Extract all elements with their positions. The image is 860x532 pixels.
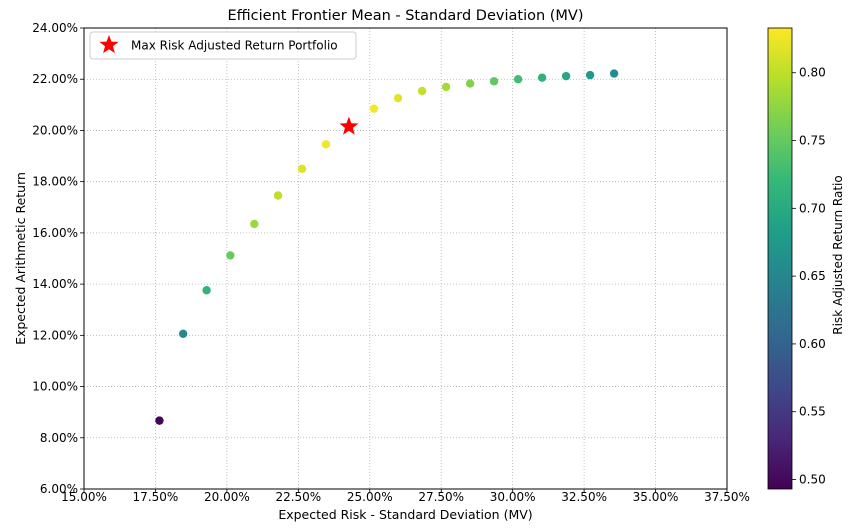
- legend-box: [89, 31, 357, 60]
- x-tick-label: 30.00%: [490, 490, 536, 504]
- frontier-point: [321, 140, 331, 149]
- y-tick-label: 12.00%: [32, 328, 78, 342]
- frontier-point: [178, 329, 188, 338]
- frontier-point: [537, 73, 547, 82]
- frontier-point: [273, 191, 283, 200]
- legend: Max Risk Adjusted Return Portfolio: [89, 31, 357, 60]
- colorbar: 0.50 0.55 0.60 0.65 0.70 0.75 0.80 Risk Adjust…: [767, 27, 845, 490]
- colorbar-gradient: [767, 27, 793, 490]
- frontier-point: [513, 75, 523, 84]
- y-tick-label: 24.00%: [32, 21, 78, 35]
- frontier-point: [609, 69, 619, 78]
- frontier-point: [465, 79, 475, 88]
- colorbar-tick-label: 0.50: [799, 473, 826, 487]
- grid-layer: [84, 28, 727, 489]
- legend-star-marker: [99, 35, 119, 54]
- x-tick-label: 27.50%: [418, 490, 464, 504]
- y-tick-label: 20.00%: [32, 123, 78, 137]
- x-tick-label: 32.50%: [561, 490, 607, 504]
- ticks-layer: 15.00% 17.50% 20.00% 22.50% 25.00% 27.50% 30.0…: [32, 21, 750, 504]
- y-axis-title: Expected Arithmetic Return: [13, 172, 28, 345]
- max-risk-adjusted-portfolio-star: [339, 116, 359, 135]
- y-tick-label: 22.00%: [32, 72, 78, 86]
- frontier-point: [226, 251, 235, 260]
- points-layer: [155, 69, 619, 425]
- colorbar-tick-label: 0.70: [799, 201, 826, 215]
- colorbar-tick-label: 0.75: [799, 134, 826, 148]
- y-tick-label: 8.00%: [40, 431, 78, 445]
- x-tick-label: 37.50%: [704, 490, 750, 504]
- frontier-point: [155, 416, 164, 425]
- frontier-point: [250, 219, 259, 229]
- plot-frame: [83, 27, 728, 490]
- y-tick-label: 14.00%: [32, 277, 78, 291]
- y-tick-label: 18.00%: [32, 175, 78, 189]
- colorbar-ticks: 0.50 0.55 0.60 0.65 0.70 0.75 0.80: [792, 66, 826, 487]
- frontier-point: [369, 104, 379, 113]
- frontier-point: [202, 286, 211, 295]
- frontier-point: [441, 82, 451, 92]
- x-tick-label: 17.50%: [133, 490, 179, 504]
- y-tick-label: 10.00%: [32, 380, 78, 394]
- x-tick-label: 25.00%: [347, 490, 393, 504]
- x-tick-label: 15.00%: [61, 490, 107, 504]
- x-tick-label: 35.00%: [633, 490, 679, 504]
- x-tick-label: 20.00%: [204, 490, 250, 504]
- x-tick-label: 22.50%: [275, 490, 321, 504]
- colorbar-tick-label: 0.60: [799, 337, 826, 351]
- colorbar-tick-label: 0.55: [799, 405, 826, 419]
- frontier-point: [489, 77, 499, 86]
- frontier-point: [297, 164, 307, 174]
- chart-title: Efficient Frontier Mean - Standard Devia…: [227, 8, 583, 24]
- legend-label: Max Risk Adjusted Return Portfolio: [131, 39, 338, 53]
- y-tick-label: 6.00%: [40, 482, 78, 496]
- frontier-point: [417, 86, 427, 96]
- frontier-point: [561, 71, 571, 81]
- legend-star-icon: [99, 35, 119, 54]
- colorbar-label: Risk Adjusted Return Ratio: [831, 175, 845, 334]
- colorbar-tick-label: 0.65: [799, 269, 826, 283]
- frontier-point: [393, 93, 403, 103]
- x-axis-title: Expected Risk - Standard Deviation (MV): [278, 507, 532, 522]
- frontier-point: [585, 70, 595, 80]
- colorbar-tick-label: 0.80: [799, 66, 826, 80]
- y-tick-label: 16.00%: [32, 226, 78, 240]
